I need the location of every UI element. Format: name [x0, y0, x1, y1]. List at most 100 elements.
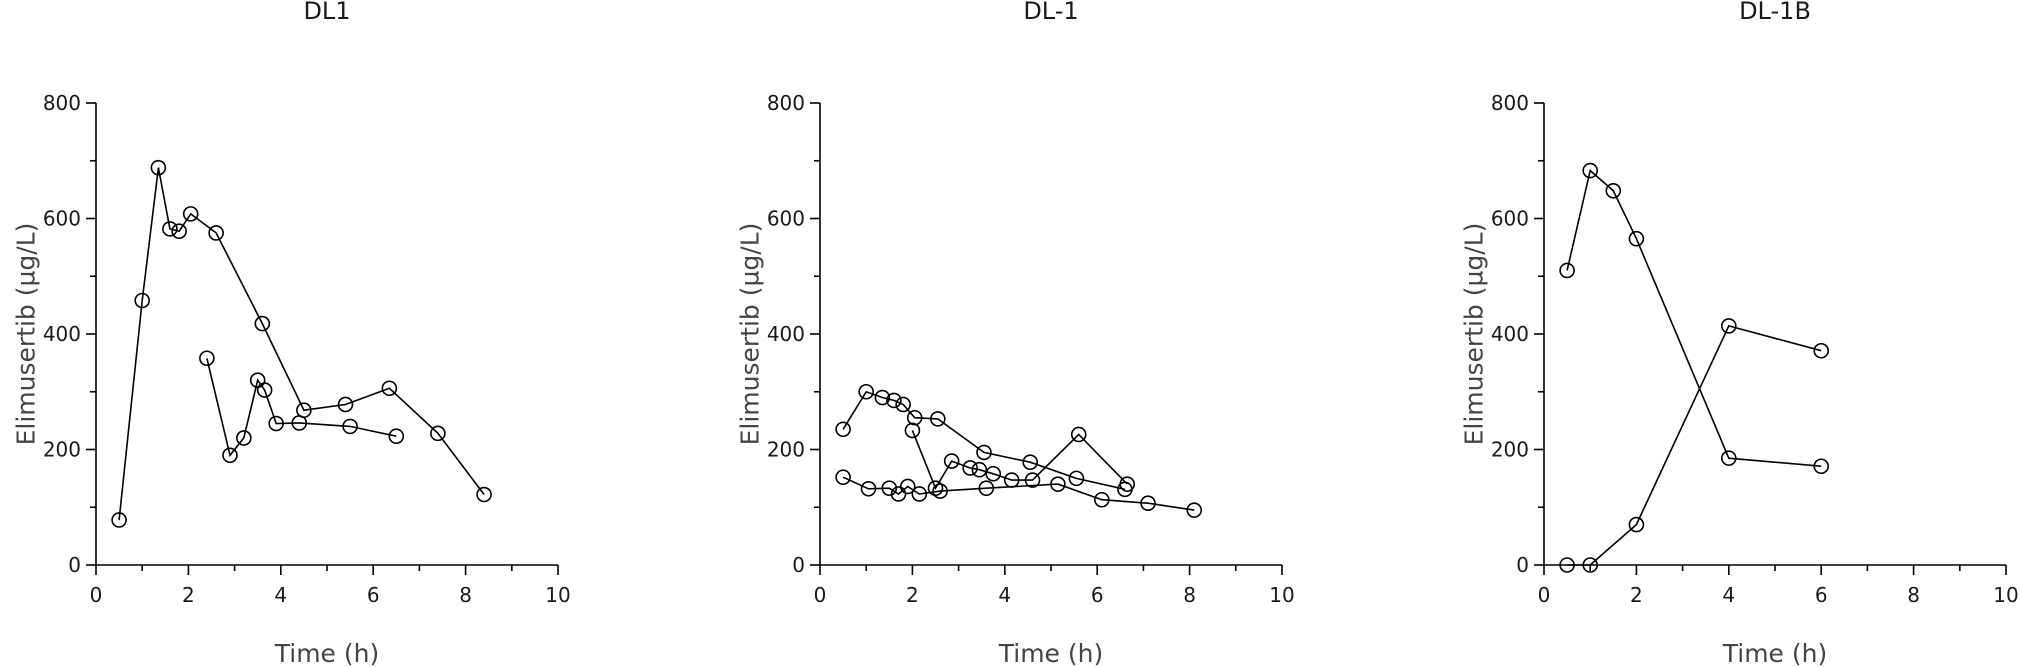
data-point — [1813, 458, 1829, 475]
y-tick-label: 0 — [68, 553, 81, 577]
y-tick-label: 0 — [1516, 553, 1529, 577]
y-tick-label: 800 — [1491, 91, 1529, 115]
data-point — [1094, 491, 1110, 508]
data-point — [134, 292, 150, 309]
data-point — [911, 486, 928, 502]
data-point — [930, 411, 946, 427]
data-point — [906, 409, 923, 426]
y-tick-label: 400 — [43, 322, 81, 346]
data-point — [337, 396, 354, 413]
x-tick-label: 4 — [1722, 583, 1735, 607]
data-point — [886, 392, 902, 409]
data-point — [881, 480, 898, 496]
x-tick-label: 6 — [1091, 583, 1104, 607]
data-point — [1559, 557, 1575, 573]
x-tick-label: 6 — [1815, 583, 1828, 607]
data-point — [430, 425, 446, 442]
data-point — [899, 478, 916, 495]
y-tick-label: 400 — [1491, 322, 1529, 346]
data-point — [1022, 454, 1039, 471]
data-point — [208, 225, 224, 241]
x-tick-label: 8 — [459, 583, 472, 607]
y-tick-label: 800 — [43, 91, 81, 115]
data-point — [1070, 426, 1087, 443]
series-line-1 — [1566, 169, 1822, 467]
data-point — [890, 486, 907, 502]
x-axis-label: Time (h) — [998, 639, 1103, 667]
data-point — [904, 422, 921, 439]
x-axis-label: Time (h) — [274, 639, 379, 667]
data-point — [1050, 476, 1066, 492]
data-point — [1140, 495, 1156, 512]
data-point — [222, 447, 238, 464]
data-point — [978, 480, 995, 496]
panel-title: DL-1 — [1023, 0, 1078, 25]
y-axis-label: Elimusertib (µg/L) — [12, 223, 41, 446]
data-point — [1068, 470, 1085, 487]
data-point — [236, 430, 252, 446]
x-tick-label: 0 — [814, 583, 827, 607]
x-tick-label: 10 — [545, 583, 570, 607]
data-point — [1605, 182, 1622, 199]
x-tick-label: 2 — [1630, 583, 1643, 607]
y-tick-label: 200 — [767, 438, 805, 462]
x-tick-label: 10 — [1269, 583, 1294, 607]
data-point — [199, 350, 215, 367]
data-point — [943, 453, 960, 469]
x-tick-label: 10 — [1993, 583, 2018, 607]
data-point — [976, 444, 992, 461]
chart-panel-dl-1: DL-1 Time (h) Elimusertib (µg/L) 0 2 4 6 8 10… — [736, 0, 1295, 667]
data-point — [111, 512, 127, 528]
y-tick-label: 800 — [767, 91, 805, 115]
data-point — [932, 483, 948, 499]
data-point — [342, 418, 358, 435]
series-line-1 — [118, 167, 485, 521]
data-point — [1721, 450, 1737, 466]
data-point — [1024, 472, 1041, 488]
x-tick-label: 4 — [998, 583, 1011, 607]
data-point — [1721, 318, 1737, 334]
y-tick-label: 0 — [792, 553, 805, 577]
y-axis-label: Elimusertib (µg/L) — [736, 223, 765, 446]
y-axis-label: Elimusertib (µg/L) — [1460, 223, 1489, 446]
series-line-2 — [1567, 324, 1822, 566]
y-tick-label: 600 — [767, 207, 805, 231]
y-tick-label: 600 — [1491, 207, 1529, 231]
chart-panel-dl-1b: DL-1B Time (h) Elimusertib (µg/L) 0 2 4 6 8 1… — [1460, 0, 2019, 667]
data-point — [1559, 262, 1575, 279]
data-point — [388, 428, 405, 445]
data-point — [254, 315, 271, 332]
data-point — [171, 223, 187, 240]
data-point — [182, 206, 199, 222]
panel-title: DL-1B — [1739, 0, 1811, 25]
data-point — [1186, 502, 1203, 518]
data-point — [860, 480, 877, 497]
data-point — [1813, 342, 1829, 359]
data-point — [1628, 230, 1645, 247]
data-point — [835, 469, 851, 486]
data-point — [162, 221, 178, 237]
data-point — [927, 480, 944, 496]
data-point — [476, 486, 492, 503]
data-point — [962, 460, 978, 476]
x-axis-label: Time (h) — [1722, 639, 1827, 667]
data-point — [985, 465, 1002, 482]
data-point — [1119, 476, 1136, 492]
data-point — [1582, 557, 1598, 573]
data-point — [835, 421, 851, 438]
y-tick-label: 400 — [767, 322, 805, 346]
data-point — [256, 382, 273, 398]
data-point — [895, 396, 911, 413]
data-point — [381, 380, 398, 397]
data-point — [874, 389, 891, 406]
x-tick-label: 6 — [367, 583, 380, 607]
data-point — [291, 415, 308, 431]
data-point — [1582, 162, 1598, 179]
x-tick-label: 0 — [90, 583, 103, 607]
x-tick-label: 8 — [1907, 583, 1920, 607]
panel-title: DL1 — [303, 0, 350, 25]
x-tick-label: 2 — [182, 583, 195, 607]
data-point — [971, 461, 988, 478]
data-point — [268, 415, 284, 432]
